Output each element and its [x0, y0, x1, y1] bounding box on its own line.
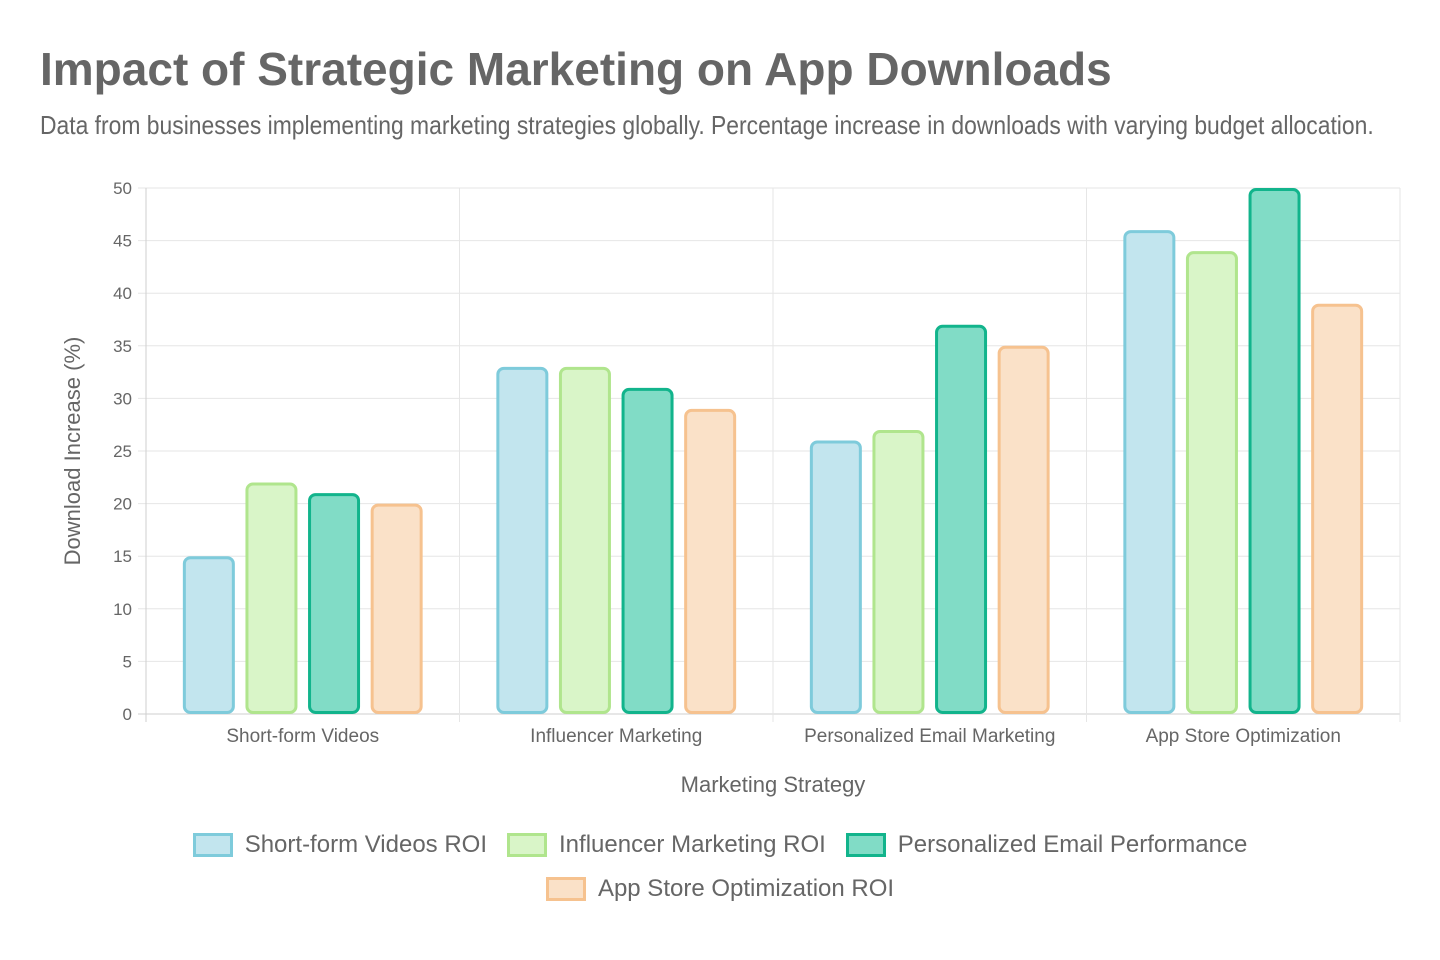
bar — [245, 482, 298, 714]
legend-swatch — [507, 833, 548, 857]
bar — [370, 503, 423, 714]
y-axis-title: Download Increase (%) — [60, 337, 85, 566]
bar — [1123, 230, 1176, 715]
legend-label: App Store Optimization ROI — [597, 875, 895, 902]
y-tick-label: 40 — [113, 284, 132, 303]
y-tick-label: 50 — [113, 179, 132, 198]
bar — [997, 345, 1050, 714]
legend-item-app-store-optimization-roi[interactable]: App Store Optimization ROI — [545, 874, 895, 904]
legend-swatch — [845, 833, 886, 857]
bar — [558, 366, 611, 714]
y-tick-label: 0 — [123, 705, 132, 724]
y-tick-label: 15 — [113, 547, 132, 566]
y-tick-label: 5 — [123, 652, 132, 671]
bar — [684, 408, 737, 714]
legend-row: Short-form Videos ROI Influencer Marketi… — [0, 830, 1440, 860]
bar — [935, 324, 988, 714]
x-tick-label: Short-form Videos — [226, 726, 379, 747]
bar — [308, 493, 361, 714]
legend-item-influencer-marketing-roi[interactable]: Influencer Marketing ROI — [507, 830, 826, 860]
bar — [1185, 251, 1238, 714]
bar — [872, 429, 925, 714]
y-tick-label: 35 — [113, 337, 132, 356]
legend-label: Influencer Marketing ROI — [559, 831, 826, 858]
bar — [182, 556, 235, 715]
legend-label: Short-form Videos ROI — [244, 831, 488, 858]
y-tick-label: 30 — [113, 389, 132, 408]
legend-item-personalized-email-performance[interactable]: Personalized Email Performance — [845, 830, 1248, 860]
x-tick-label: App Store Optimization — [1146, 726, 1341, 747]
bar — [809, 440, 862, 714]
bar — [496, 366, 549, 714]
legend-item-short-form-videos-roi[interactable]: Short-form Videos ROI — [192, 830, 488, 860]
legend-row: App Store Optimization ROI — [0, 874, 1440, 904]
legend-swatch — [192, 833, 233, 857]
x-axis-title: Marketing Strategy — [681, 772, 866, 797]
bar — [1248, 188, 1301, 714]
x-tick-label: Personalized Email Marketing — [804, 726, 1055, 747]
legend-swatch — [545, 877, 586, 901]
y-tick-label: 45 — [113, 232, 132, 251]
y-tick-label: 10 — [113, 600, 132, 619]
y-tick-label: 25 — [113, 442, 132, 461]
y-tick-label: 20 — [113, 495, 132, 514]
chart-legend: Short-form Videos ROI Influencer Marketi… — [0, 830, 1440, 904]
legend-label: Personalized Email Performance — [897, 831, 1248, 858]
chart-title: Impact of Strategic Marketing on App Dow… — [40, 43, 1112, 95]
chart-subtitle: Data from businesses implementing market… — [40, 110, 1374, 140]
bar — [621, 387, 674, 714]
bar-chart: 0 5 10 15 20 25 30 35 40 45 50 Short-form Videos Inf… — [60, 179, 1401, 797]
bar — [1311, 303, 1364, 714]
x-tick-label: Influencer Marketing — [530, 726, 702, 747]
